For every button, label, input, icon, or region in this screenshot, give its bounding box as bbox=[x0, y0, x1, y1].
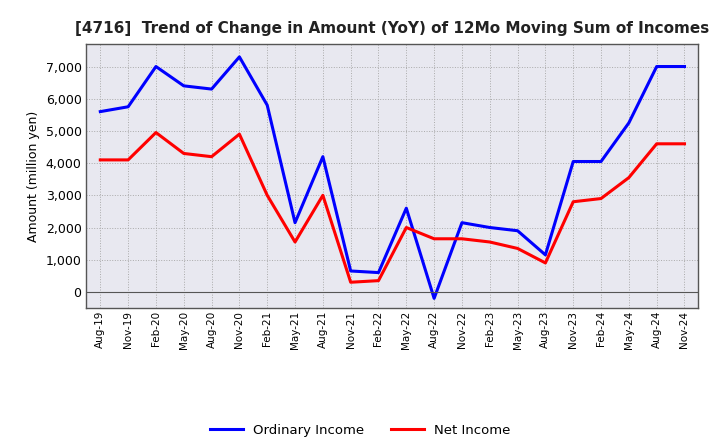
Ordinary Income bbox=[597, 159, 606, 164]
Ordinary Income bbox=[513, 228, 522, 233]
Net Income bbox=[430, 236, 438, 242]
Ordinary Income bbox=[207, 86, 216, 92]
Ordinary Income bbox=[374, 270, 383, 275]
Ordinary Income bbox=[152, 64, 161, 69]
Net Income bbox=[207, 154, 216, 159]
Net Income bbox=[624, 175, 633, 180]
Title: [4716]  Trend of Change in Amount (YoY) of 12Mo Moving Sum of Incomes: [4716] Trend of Change in Amount (YoY) o… bbox=[76, 21, 709, 36]
Net Income bbox=[569, 199, 577, 205]
Ordinary Income bbox=[179, 83, 188, 88]
Line: Ordinary Income: Ordinary Income bbox=[100, 57, 685, 298]
Net Income bbox=[291, 239, 300, 245]
Net Income bbox=[597, 196, 606, 201]
Ordinary Income bbox=[346, 268, 355, 274]
Net Income bbox=[680, 141, 689, 147]
Ordinary Income bbox=[569, 159, 577, 164]
Net Income bbox=[346, 279, 355, 285]
Net Income bbox=[179, 151, 188, 156]
Legend: Ordinary Income, Net Income: Ordinary Income, Net Income bbox=[204, 418, 516, 440]
Ordinary Income bbox=[624, 120, 633, 125]
Line: Net Income: Net Income bbox=[100, 132, 685, 282]
Net Income bbox=[513, 246, 522, 251]
Ordinary Income bbox=[541, 252, 550, 257]
Ordinary Income bbox=[291, 220, 300, 225]
Net Income bbox=[541, 260, 550, 266]
Ordinary Income bbox=[124, 104, 132, 110]
Net Income bbox=[263, 193, 271, 198]
Ordinary Income bbox=[652, 64, 661, 69]
Ordinary Income bbox=[402, 205, 410, 211]
Ordinary Income bbox=[263, 103, 271, 108]
Ordinary Income bbox=[430, 296, 438, 301]
Ordinary Income bbox=[458, 220, 467, 225]
Ordinary Income bbox=[485, 225, 494, 230]
Ordinary Income bbox=[318, 154, 327, 159]
Ordinary Income bbox=[96, 109, 104, 114]
Ordinary Income bbox=[235, 54, 243, 59]
Net Income bbox=[96, 157, 104, 162]
Net Income bbox=[235, 132, 243, 137]
Net Income bbox=[318, 193, 327, 198]
Net Income bbox=[485, 239, 494, 245]
Ordinary Income bbox=[680, 64, 689, 69]
Net Income bbox=[124, 157, 132, 162]
Y-axis label: Amount (million yen): Amount (million yen) bbox=[27, 110, 40, 242]
Net Income bbox=[458, 236, 467, 242]
Net Income bbox=[152, 130, 161, 135]
Net Income bbox=[402, 225, 410, 230]
Net Income bbox=[374, 278, 383, 283]
Net Income bbox=[652, 141, 661, 147]
